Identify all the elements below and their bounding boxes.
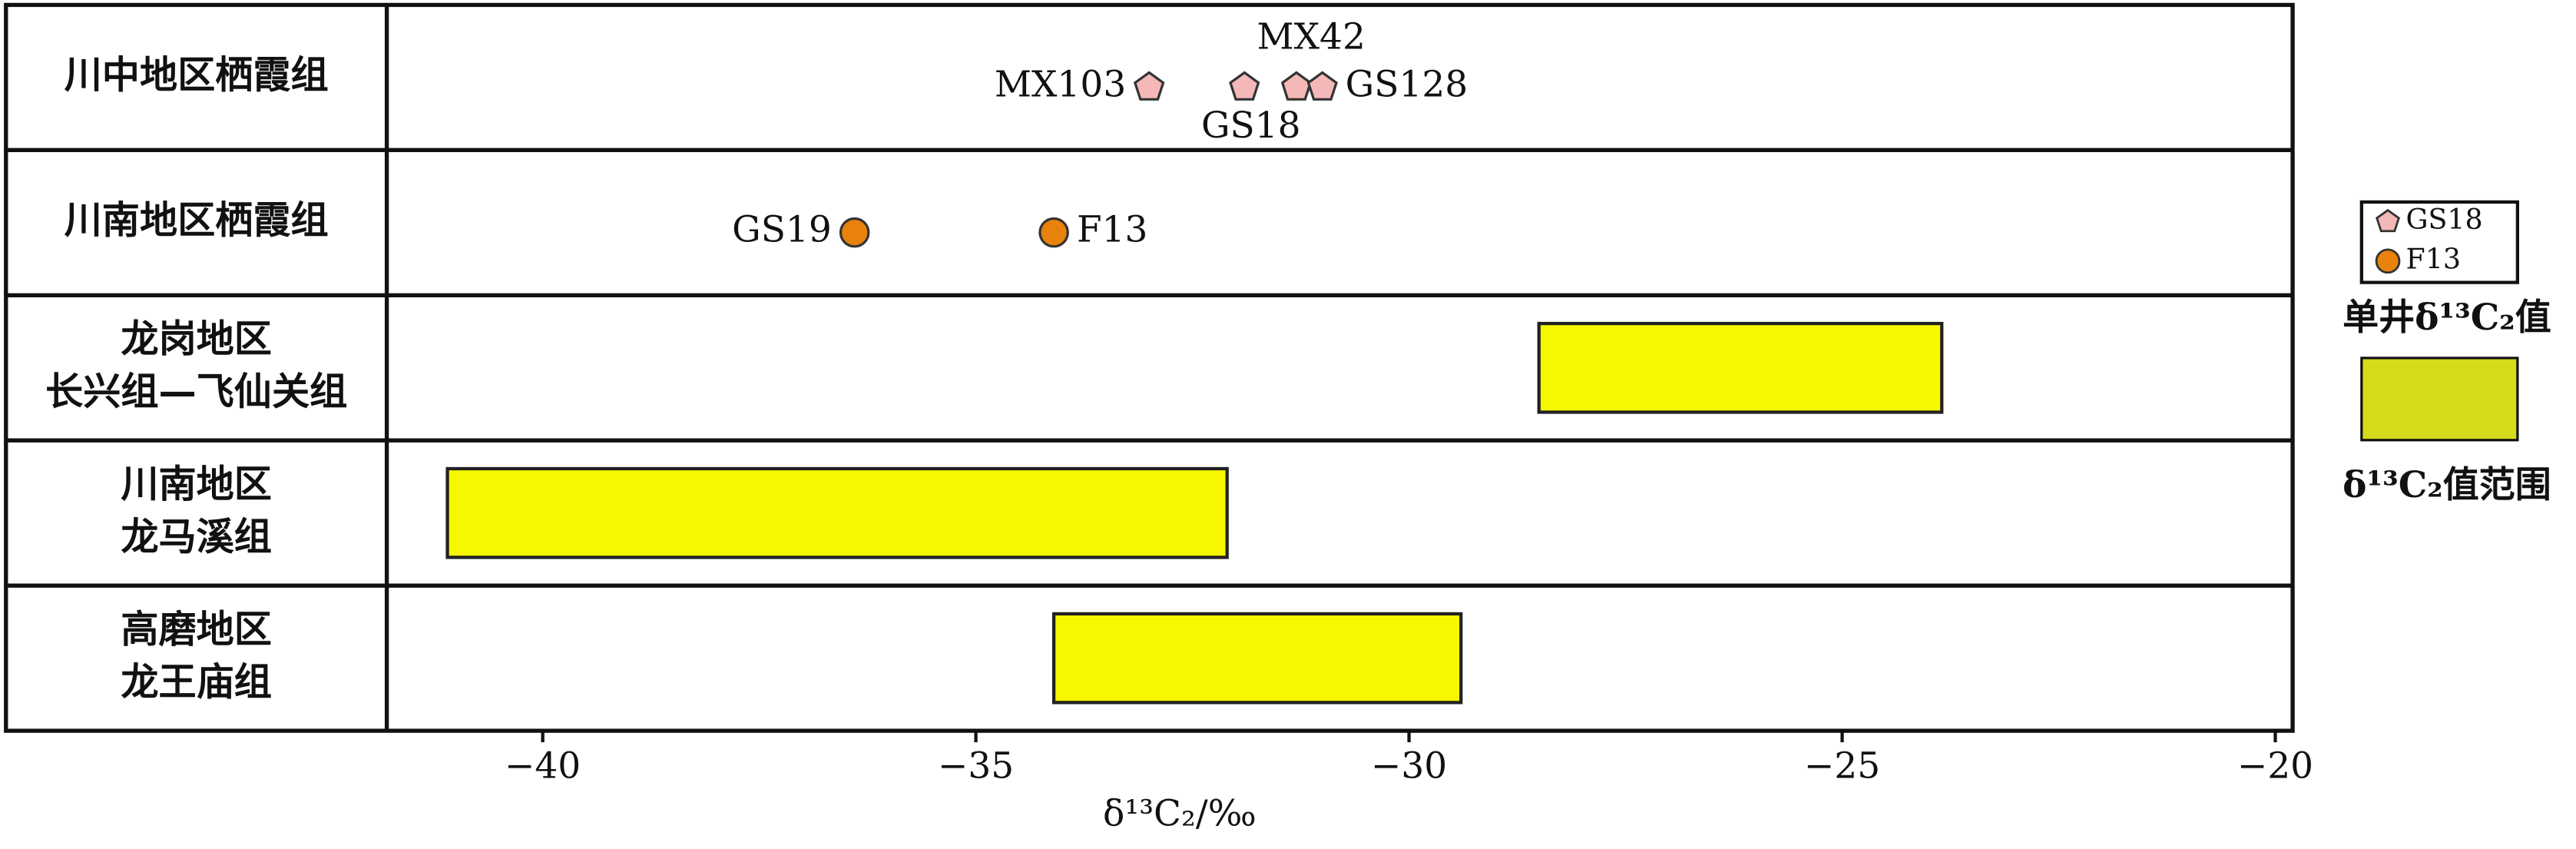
x-tick-label: −30 bbox=[1371, 745, 1447, 787]
point-label: GS19 bbox=[732, 209, 832, 251]
x-tick-label: −35 bbox=[938, 745, 1014, 787]
legend-label: GS18 bbox=[2406, 203, 2483, 236]
x-tick-label: −20 bbox=[2237, 745, 2313, 787]
legend-box bbox=[2359, 200, 2519, 284]
row-label: 龙马溪组 bbox=[121, 514, 272, 559]
row-label: 川南地区栖霞组 bbox=[65, 197, 329, 242]
legend-range-swatch bbox=[2360, 357, 2519, 442]
point-marker bbox=[1306, 71, 1338, 101]
x-axis-label: δ¹³C₂/‰ bbox=[1103, 792, 1257, 834]
range-bar bbox=[1051, 612, 1463, 705]
legend-marker bbox=[2375, 248, 2401, 274]
point-label: GS128 bbox=[1346, 64, 1468, 106]
legend-marker bbox=[2376, 208, 2400, 233]
row-label: 川中地区栖霞组 bbox=[65, 52, 329, 97]
row-label: 龙岗地区 bbox=[121, 317, 272, 361]
point-marker bbox=[1280, 71, 1313, 101]
legend-caption: δ¹³C₂值范围 bbox=[2343, 464, 2551, 506]
legend-caption: 单井δ¹³C₂值 bbox=[2343, 297, 2551, 339]
x-tick-label: −40 bbox=[505, 745, 581, 787]
point-marker bbox=[1133, 71, 1165, 101]
point-marker bbox=[1229, 71, 1260, 101]
row-label: 龙王庙组 bbox=[121, 659, 272, 704]
point-label: GS18 bbox=[1201, 104, 1301, 147]
point-marker bbox=[1038, 217, 1069, 248]
row-label: 长兴组—飞仙关组 bbox=[45, 369, 347, 413]
row-label: 高磨地区 bbox=[121, 607, 272, 652]
plot-frame bbox=[4, 2, 2295, 733]
x-tick-label: −25 bbox=[1804, 745, 1880, 787]
legend-label: F13 bbox=[2406, 242, 2461, 275]
point-label: MX103 bbox=[995, 64, 1126, 106]
point-marker bbox=[839, 217, 870, 248]
point-label: F13 bbox=[1077, 209, 1147, 251]
range-bar bbox=[445, 466, 1229, 559]
row-label: 川南地区 bbox=[121, 462, 272, 506]
point-label: MX42 bbox=[1257, 16, 1365, 58]
range-bar bbox=[1537, 321, 1944, 414]
